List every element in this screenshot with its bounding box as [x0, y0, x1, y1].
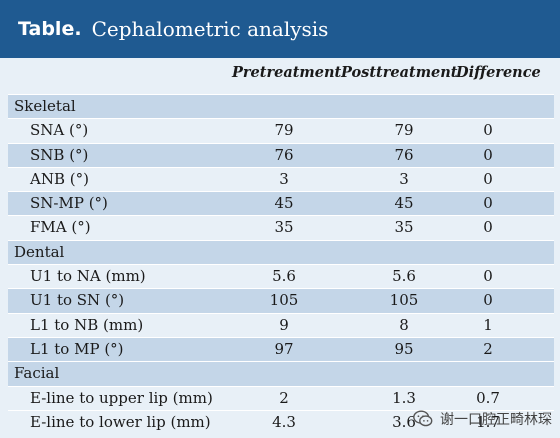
pretreatment-value: 45 [274, 194, 294, 213]
table-row: E-line to lower lip (mm) 4.3 3.6 1.7 [8, 409, 554, 434]
pretreatment-value: 97 [274, 339, 294, 358]
posttreatment-value: 35 [394, 218, 414, 237]
posttreatment-value: 1.3 [392, 388, 416, 407]
row-label: ANB (°) [30, 169, 89, 188]
pretreatment-value: 76 [274, 145, 294, 164]
row-label: SN-MP (°) [30, 194, 108, 213]
posttreatment-value: 79 [394, 121, 414, 140]
difference-value: 0 [483, 145, 493, 164]
row-label: SNB (°) [30, 145, 89, 164]
row-label: FMA (°) [30, 218, 91, 237]
wechat-icon [413, 410, 433, 427]
table-title-prefix: Table. [18, 18, 82, 40]
table-section-row: Dental [8, 239, 554, 265]
difference-value: 0.7 [476, 388, 500, 407]
table-row: E-line to upper lip (mm) 2 1.3 0.7 [8, 385, 554, 410]
difference-value: 0 [483, 194, 493, 213]
column-header-posttreatment: Posttreatment [341, 64, 458, 81]
pretreatment-value: 2 [279, 388, 289, 407]
section-label: Dental [14, 242, 65, 261]
watermark-text: 谢一口腔正畸林琛 [440, 412, 552, 428]
table-row: FMA (°) 35 35 0 [8, 215, 554, 239]
column-header-pretreatment: Pretreatment [232, 64, 342, 81]
posttreatment-value: 3 [399, 169, 409, 188]
pretreatment-value: 35 [274, 218, 294, 237]
row-label: L1 to MP (°) [30, 339, 124, 358]
watermark: 谢一口腔正畸林琛 [362, 404, 552, 434]
difference-value: 0 [483, 267, 493, 286]
column-headers: Pretreatment Posttreatment Difference [0, 64, 560, 88]
pretreatment-value: 4.3 [272, 412, 296, 431]
table-row: L1 to MP (°) 97 95 2 [8, 336, 554, 362]
table-row: SN-MP (°) 45 45 0 [8, 191, 554, 216]
difference-value: 1 [483, 315, 493, 334]
row-label: L1 to NB (mm) [30, 315, 144, 334]
table-body: Skeletal SNA (°) 79 79 0 SNB (°) 76 76 0 ANB (°) 3… [8, 94, 554, 434]
pretreatment-value: 79 [274, 121, 294, 140]
table-row: SNB (°) 76 76 0 [8, 142, 554, 167]
pretreatment-value: 9 [279, 315, 289, 334]
section-label: Facial [14, 364, 60, 383]
posttreatment-value: 8 [399, 315, 409, 334]
table-section-row: Skeletal [8, 94, 554, 119]
table-row: U1 to SN (°) 105 105 0 [8, 288, 554, 313]
table-row: SNA (°) 79 79 0 [8, 118, 554, 142]
difference-value: 0 [483, 121, 493, 140]
pretreatment-value: 3 [279, 169, 289, 188]
difference-value: 2 [483, 339, 493, 358]
difference-value: 0 [483, 291, 493, 310]
difference-value: 0 [483, 169, 493, 188]
difference-value: 0 [483, 218, 493, 237]
table-row: ANB (°) 3 3 0 [8, 166, 554, 191]
table-title-bar: Table. Cephalometric analysis [0, 0, 560, 58]
row-label: U1 to SN (°) [30, 291, 125, 310]
posttreatment-value: 45 [394, 194, 414, 213]
pretreatment-value: 5.6 [272, 267, 296, 286]
posttreatment-value: 3.6 [392, 412, 416, 431]
table-section-row: Facial [8, 361, 554, 386]
column-header-difference: Difference [456, 64, 541, 81]
table-row: L1 to NB (mm) 9 8 1 [8, 312, 554, 337]
row-label: SNA (°) [30, 121, 89, 140]
posttreatment-value: 76 [394, 145, 414, 164]
posttreatment-value: 95 [394, 339, 414, 358]
row-label: E-line to upper lip (mm) [30, 388, 213, 407]
row-label: E-line to lower lip (mm) [30, 412, 211, 431]
table-title: Cephalometric analysis [91, 17, 329, 41]
table-row: U1 to NA (mm) 5.6 5.6 0 [8, 264, 554, 288]
posttreatment-value: 5.6 [392, 267, 416, 286]
posttreatment-value: 105 [389, 291, 419, 310]
difference-value: 1.7 [476, 412, 500, 431]
row-label: U1 to NA (mm) [30, 267, 146, 286]
section-label: Skeletal [14, 97, 76, 115]
pretreatment-value: 105 [269, 291, 299, 310]
